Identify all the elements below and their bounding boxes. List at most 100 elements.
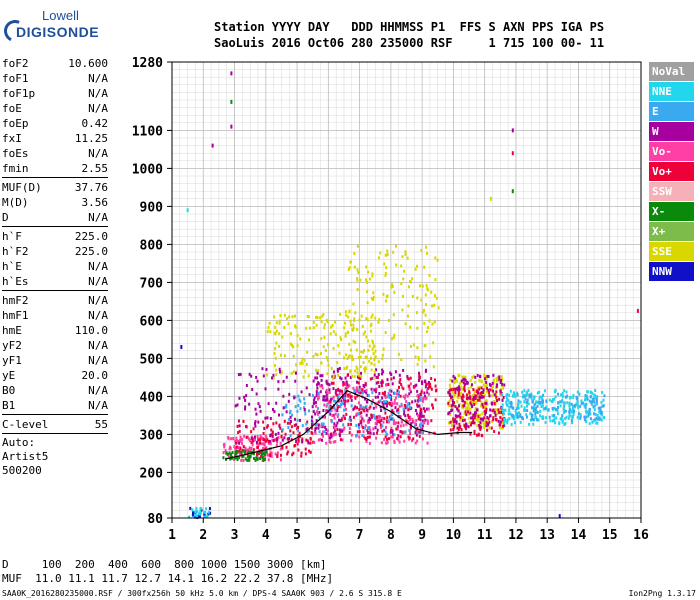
param-row: hmF1 N/A (2, 308, 108, 323)
echo-point (290, 425, 293, 429)
echo-point (399, 430, 402, 434)
echo-point (323, 403, 326, 407)
echo-point (304, 412, 307, 416)
echo-point (367, 431, 370, 435)
echo-point (529, 418, 532, 422)
echo-point (244, 457, 247, 461)
echo-point (472, 418, 475, 422)
param-row: MUF(D) 37.76 (2, 180, 108, 195)
echo-point (296, 344, 299, 348)
echo-point (474, 394, 477, 398)
echo-point (500, 426, 503, 430)
echo-point (467, 386, 470, 390)
echo-point (309, 436, 312, 440)
echo-point (372, 352, 375, 356)
echo-point (352, 386, 355, 390)
echo-point (335, 424, 338, 428)
echo-point (417, 398, 420, 402)
echo-point (236, 449, 239, 453)
echo-point (560, 393, 563, 397)
echo-point (191, 513, 194, 517)
echo-point (579, 413, 582, 417)
echo-point (293, 417, 296, 421)
echo-point (381, 380, 384, 384)
echo-point (237, 419, 240, 423)
echo-point (381, 424, 384, 428)
echo-point (238, 429, 241, 433)
echo-point (508, 417, 511, 421)
echo-point (374, 388, 377, 392)
echo-point (363, 385, 366, 389)
echo-point (255, 392, 258, 396)
echo-point (530, 394, 533, 398)
echo-point (297, 437, 300, 441)
echo-point (564, 422, 567, 426)
echo-point (463, 381, 466, 385)
echo-point (401, 255, 404, 259)
echo-point (385, 266, 388, 270)
echo-point (588, 410, 591, 414)
echo-point (507, 398, 510, 402)
echo-point (461, 415, 464, 419)
echo-point (347, 268, 350, 272)
echo-point (597, 406, 600, 410)
echo-point (264, 439, 267, 443)
echo-point (375, 422, 378, 426)
echo-point (337, 388, 340, 392)
echo-point (560, 400, 563, 404)
echo-point (571, 407, 574, 411)
echo-point (369, 356, 372, 360)
echo-point (266, 373, 269, 377)
param-value: N/A (88, 399, 108, 412)
echo-point (336, 406, 339, 410)
param-row: hmF2 N/A (2, 293, 108, 308)
echo-point (244, 407, 247, 411)
echo-point (203, 515, 206, 519)
echo-point (423, 380, 426, 384)
echo-point (484, 401, 487, 405)
echo-point (354, 369, 357, 373)
echo-point (366, 318, 369, 322)
echo-point (421, 437, 424, 441)
echo-point (434, 278, 437, 282)
echo-point (409, 382, 412, 386)
echo-point (267, 453, 270, 457)
echo-point (384, 396, 387, 400)
echo-point (406, 394, 409, 398)
echo-point (493, 402, 496, 406)
echo-point (397, 394, 400, 398)
echo-point (449, 428, 452, 432)
echo-point (339, 438, 342, 442)
muf-row: MUF 11.0 11.1 11.7 12.7 14.1 16.2 22.2 3… (2, 572, 334, 585)
echo-point (271, 438, 274, 442)
echo-point (262, 458, 265, 462)
echo-point (450, 433, 453, 437)
echo-point (404, 414, 407, 418)
echo-point (573, 404, 576, 408)
param-name: hmE (2, 324, 22, 337)
echo-point (476, 373, 479, 377)
echo-point (255, 412, 258, 416)
echo-point (355, 348, 358, 352)
param-value: 20.0 (81, 369, 109, 382)
echo-point (276, 455, 279, 459)
echo-point (256, 445, 259, 449)
echo-point (365, 439, 368, 443)
echo-point (417, 413, 420, 417)
echo-point (482, 383, 485, 387)
echo-point (315, 426, 318, 430)
echo-point (567, 416, 570, 420)
echo-point (452, 396, 455, 400)
echo-point (341, 429, 344, 433)
echo-point (499, 415, 502, 419)
echo-point (568, 407, 571, 411)
echo-point (285, 403, 288, 407)
echo-point (601, 391, 604, 395)
echo-point (427, 380, 430, 384)
echo-point (506, 393, 509, 397)
echo-point (372, 377, 375, 381)
echo-point (465, 396, 468, 400)
echo-point (287, 322, 290, 326)
echo-point (343, 398, 346, 402)
echo-point (314, 431, 317, 435)
